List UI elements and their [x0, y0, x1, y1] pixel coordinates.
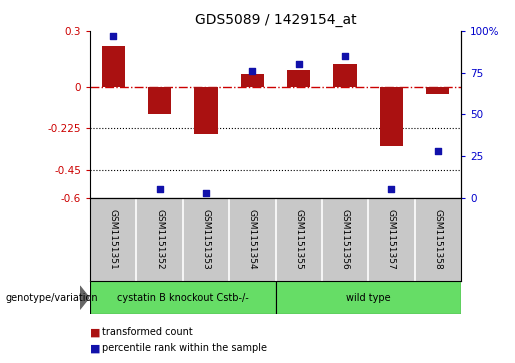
Bar — [90, 281, 276, 314]
Point — [341, 53, 349, 59]
Point — [434, 148, 442, 154]
Point — [156, 187, 164, 192]
Text: ■: ■ — [90, 327, 100, 337]
Text: GSM1151354: GSM1151354 — [248, 209, 257, 270]
Text: GSM1151352: GSM1151352 — [155, 209, 164, 270]
Text: GSM1151357: GSM1151357 — [387, 209, 396, 270]
Bar — [276, 281, 461, 314]
Text: GSM1151355: GSM1151355 — [294, 209, 303, 270]
Bar — [101, 46, 125, 86]
Bar — [380, 86, 403, 146]
Text: GSM1151353: GSM1151353 — [201, 209, 211, 270]
Text: wild type: wild type — [346, 293, 390, 303]
Bar — [194, 86, 217, 134]
Text: genotype/variation: genotype/variation — [5, 293, 98, 303]
Point — [248, 68, 256, 74]
Text: ■: ■ — [90, 343, 100, 354]
Text: transformed count: transformed count — [102, 327, 193, 337]
Text: GSM1151358: GSM1151358 — [433, 209, 442, 270]
Text: GSM1151351: GSM1151351 — [109, 209, 118, 270]
Bar — [426, 86, 449, 94]
Bar — [334, 64, 356, 86]
Title: GDS5089 / 1429154_at: GDS5089 / 1429154_at — [195, 13, 356, 27]
Text: GSM1151356: GSM1151356 — [340, 209, 350, 270]
Bar — [148, 86, 171, 114]
Text: cystatin B knockout Cstb-/-: cystatin B knockout Cstb-/- — [117, 293, 249, 303]
Bar — [241, 74, 264, 86]
Polygon shape — [80, 286, 89, 309]
Point — [109, 33, 117, 39]
Text: percentile rank within the sample: percentile rank within the sample — [102, 343, 267, 354]
Point — [202, 190, 210, 196]
Bar — [287, 70, 310, 86]
Point — [295, 61, 303, 67]
Point — [387, 187, 396, 192]
